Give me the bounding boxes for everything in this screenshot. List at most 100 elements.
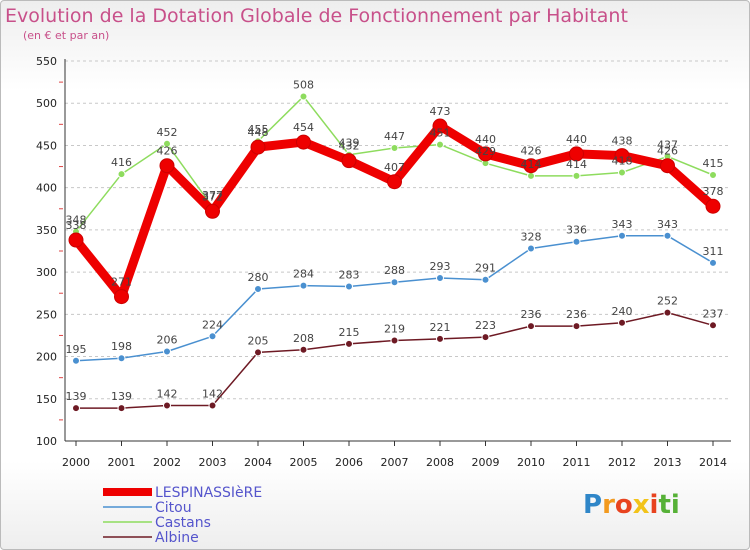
data-point: [663, 231, 672, 240]
data-label: 224: [202, 318, 223, 331]
data-point: [205, 203, 220, 219]
logo-letter: P: [583, 490, 603, 520]
data-label: 139: [66, 390, 87, 403]
legend-label: Albine: [155, 530, 199, 546]
data-label: 414: [566, 158, 587, 171]
data-point: [114, 289, 129, 305]
grid: [65, 60, 731, 442]
x-tick-label: 2000: [62, 456, 90, 469]
data-point: [163, 347, 171, 356]
data-label: 473: [430, 105, 451, 118]
data-label: 377: [202, 189, 223, 202]
data-label: 205: [248, 334, 269, 347]
data-label: 139: [111, 390, 132, 403]
data-point: [618, 231, 626, 240]
data-label: 236: [521, 308, 542, 321]
data-label: 219: [384, 323, 405, 336]
data-label: 142: [202, 388, 223, 401]
logo-letter: ti: [658, 490, 680, 520]
data-point: [296, 134, 311, 150]
data-label: 206: [157, 333, 178, 346]
y-tick-label: 150: [36, 393, 57, 406]
data-label: 252: [657, 295, 678, 308]
data-label: 372: [202, 190, 223, 203]
y-tick-label: 200: [36, 351, 57, 364]
data-point: [208, 401, 217, 410]
data-point: [436, 140, 444, 149]
chart-subtitle: (en € et par an): [23, 29, 110, 42]
data-point: [618, 168, 626, 177]
data-point: [481, 333, 490, 342]
data-point: [250, 139, 266, 155]
data-point: [527, 171, 535, 180]
data-point: [527, 322, 535, 331]
data-label: 455: [248, 123, 269, 136]
data-label: 414: [521, 158, 542, 171]
data-point: [614, 148, 630, 164]
data-label: 426: [157, 145, 178, 158]
logo-letter: r: [602, 490, 615, 520]
data-label: 348: [66, 214, 87, 227]
x-tick-label: 2012: [608, 456, 636, 469]
data-point: [345, 339, 353, 348]
data-point: [705, 198, 721, 214]
data-label: 288: [384, 264, 405, 277]
data-point: [163, 401, 171, 410]
data-labels: 195 198 206 224 280 284 283 288 293 291 328 336 343 3…: [66, 78, 724, 403]
data-point: [572, 322, 581, 331]
data-point: [663, 308, 672, 317]
data-label: 432: [339, 140, 360, 153]
data-label: 508: [293, 78, 314, 91]
data-point: [436, 274, 444, 283]
data-point: [478, 146, 493, 162]
proxiti-logo: Proxiti: [583, 490, 680, 520]
data-label: 452: [157, 126, 178, 139]
x-tick-label: 2007: [381, 456, 409, 469]
data-point: [618, 318, 626, 327]
x-tick-label: 2001: [108, 456, 136, 469]
data-label: 221: [430, 321, 451, 334]
data-label: 195: [66, 343, 87, 356]
data-point: [709, 321, 717, 330]
data-label: 438: [612, 135, 633, 148]
data-point: [208, 332, 217, 341]
data-label: 293: [430, 260, 451, 273]
data-point: [299, 345, 308, 354]
y-tick-label: 500: [36, 97, 57, 110]
axes: 100 150 200 250 300 350 400 450 500 550 2000 2001 20…: [36, 55, 731, 469]
data-label: 271: [111, 276, 132, 289]
data-point: [572, 171, 581, 180]
legend-label: LESPINASSIèRE: [155, 485, 262, 501]
data-label: 437: [657, 138, 678, 151]
data-label: 291: [475, 262, 496, 275]
x-tick-label: 2009: [472, 456, 500, 469]
data-point: [117, 354, 126, 363]
data-point: [527, 244, 535, 253]
data-label: 240: [612, 305, 633, 318]
data-point: [709, 258, 717, 267]
data-label: 236: [566, 308, 587, 321]
x-tick-label: 2002: [153, 456, 181, 469]
data-label: 439: [339, 137, 360, 150]
y-tick-label: 400: [36, 182, 57, 195]
x-tick-label: 2004: [244, 456, 272, 469]
data-label: 343: [612, 218, 633, 231]
data-label: 440: [566, 133, 587, 146]
y-tick-label: 550: [36, 55, 57, 68]
data-label: 237: [703, 307, 724, 320]
data-label: 280: [248, 271, 269, 284]
data-point: [523, 158, 539, 174]
data-label: 208: [293, 332, 314, 345]
data-point: [159, 158, 175, 174]
data-point: [345, 282, 353, 291]
data-label: 418: [612, 154, 633, 167]
x-tick-label: 2011: [563, 456, 591, 469]
data-point: [72, 404, 80, 413]
data-label: 283: [339, 268, 360, 281]
data-label: 284: [293, 268, 314, 281]
x-tick-label: 2005: [290, 456, 318, 469]
legend-label: Castans: [155, 515, 211, 531]
data-label: 343: [657, 218, 678, 231]
data-label: 378: [703, 185, 724, 198]
